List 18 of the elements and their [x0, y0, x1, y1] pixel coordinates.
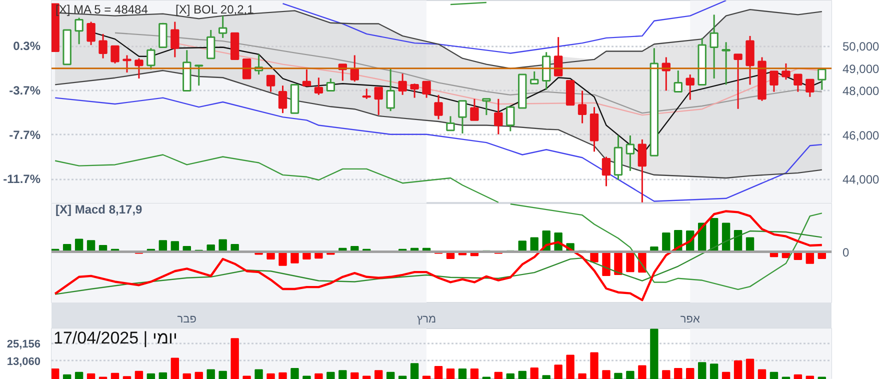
x-tick-label: פבר: [177, 314, 197, 326]
y-tick-label: 44,000: [842, 172, 880, 187]
y2-tick-label: 0.3%: [13, 39, 41, 54]
y2-tick-label: -3.7%: [9, 84, 41, 98]
y2-tick-label: -11.7%: [3, 172, 41, 186]
x-tick-label: אפר: [680, 314, 700, 326]
y-tick-label: 48,000: [842, 84, 880, 98]
x-tick-label: מרץ: [417, 314, 436, 326]
chart-title: 17/04/2025 | יומי: [54, 328, 178, 348]
y-tick-label: 46,000: [842, 128, 880, 142]
y-tick-label: 25,156: [6, 338, 41, 350]
text: 0: [842, 245, 850, 260]
annotation: [X] Macd 8,17,9: [56, 202, 143, 216]
y2-tick-label: -7.7%: [9, 128, 41, 142]
y-tick-label: 13,060: [6, 356, 41, 368]
annotation: [X] BOL 20,2,1: [176, 2, 254, 16]
ref-line-label: 49,000: [842, 62, 880, 76]
y-tick-label: 50,000: [842, 40, 880, 54]
